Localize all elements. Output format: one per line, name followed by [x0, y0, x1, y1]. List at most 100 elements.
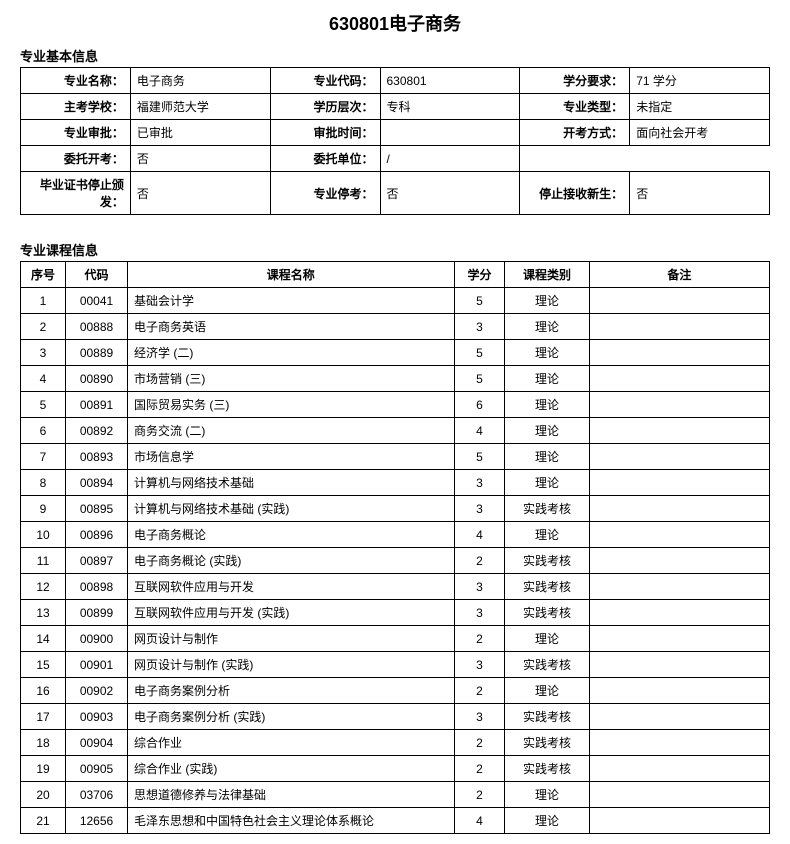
header-remark: 备注 [589, 262, 769, 288]
course-code: 03706 [66, 782, 128, 808]
course-type: 实践考核 [505, 756, 589, 782]
course-remark [589, 392, 769, 418]
info-label: 停止接收新生： [520, 172, 630, 215]
course-code: 00902 [66, 678, 128, 704]
course-info-header: 专业课程信息 [20, 240, 770, 259]
course-type: 理论 [505, 626, 589, 652]
course-credit: 2 [454, 782, 505, 808]
course-row: 1700903电子商务案例分析 (实践)3实践考核 [21, 704, 770, 730]
course-remark [589, 678, 769, 704]
info-value: 未指定 [630, 94, 770, 120]
course-row: 1300899互联网软件应用与开发 (实践)3实践考核 [21, 600, 770, 626]
course-remark [589, 808, 769, 834]
course-remark [589, 496, 769, 522]
info-row: 专业审批： 已审批 审批时间： 开考方式： 面向社会开考 [21, 120, 770, 146]
course-remark [589, 470, 769, 496]
course-credit: 4 [454, 522, 505, 548]
course-row: 900895计算机与网络技术基础 (实践)3实践考核 [21, 496, 770, 522]
info-row: 主考学校： 福建师范大学 学历层次： 专科 专业类型： 未指定 [21, 94, 770, 120]
info-value: 否 [130, 146, 270, 172]
course-remark [589, 366, 769, 392]
course-type: 理论 [505, 782, 589, 808]
info-row: 专业名称： 电子商务 专业代码： 630801 学分要求： 71 学分 [21, 68, 770, 94]
course-remark [589, 548, 769, 574]
course-row: 1500901网页设计与制作 (实践)3实践考核 [21, 652, 770, 678]
info-value: / [380, 146, 520, 172]
course-row: 1100897电子商务概论 (实践)2实践考核 [21, 548, 770, 574]
course-remark [589, 600, 769, 626]
course-credit: 6 [454, 392, 505, 418]
course-seq: 21 [21, 808, 66, 834]
course-code: 00894 [66, 470, 128, 496]
course-seq: 5 [21, 392, 66, 418]
info-label: 主考学校： [21, 94, 131, 120]
course-credit: 4 [454, 418, 505, 444]
course-row: 1200898互联网软件应用与开发3实践考核 [21, 574, 770, 600]
course-remark [589, 756, 769, 782]
course-code: 00901 [66, 652, 128, 678]
course-code: 00904 [66, 730, 128, 756]
course-code: 00891 [66, 392, 128, 418]
course-seq: 19 [21, 756, 66, 782]
course-name: 基础会计学 [127, 288, 454, 314]
info-label: 专业代码： [270, 68, 380, 94]
info-value: 专科 [380, 94, 520, 120]
course-code: 00897 [66, 548, 128, 574]
course-row: 2003706思想道德修养与法律基础2理论 [21, 782, 770, 808]
info-label: 委托单位： [270, 146, 380, 172]
basic-info-header: 专业基本信息 [20, 46, 770, 65]
course-name: 计算机与网络技术基础 (实践) [127, 496, 454, 522]
course-name: 国际贸易实务 (三) [127, 392, 454, 418]
course-row: 500891国际贸易实务 (三)6理论 [21, 392, 770, 418]
course-row: 700893市场信息学5理论 [21, 444, 770, 470]
course-name: 电子商务概论 (实践) [127, 548, 454, 574]
header-credit: 学分 [454, 262, 505, 288]
course-code: 00888 [66, 314, 128, 340]
course-remark [589, 288, 769, 314]
course-code: 00041 [66, 288, 128, 314]
course-credit: 3 [454, 652, 505, 678]
course-code: 00893 [66, 444, 128, 470]
info-value: 否 [380, 172, 520, 215]
info-label: 专业停考： [270, 172, 380, 215]
course-credit: 3 [454, 314, 505, 340]
course-name: 商务交流 (二) [127, 418, 454, 444]
course-name: 经济学 (二) [127, 340, 454, 366]
info-value: 630801 [380, 68, 520, 94]
info-label: 委托开考： [21, 146, 131, 172]
course-seq: 12 [21, 574, 66, 600]
course-code: 00899 [66, 600, 128, 626]
course-code: 00889 [66, 340, 128, 366]
course-row: 200888电子商务英语3理论 [21, 314, 770, 340]
course-credit: 5 [454, 366, 505, 392]
info-value: 面向社会开考 [630, 120, 770, 146]
course-seq: 3 [21, 340, 66, 366]
course-credit: 3 [454, 704, 505, 730]
course-row: 2112656毛泽东思想和中国特色社会主义理论体系概论4理论 [21, 808, 770, 834]
course-code: 00905 [66, 756, 128, 782]
course-type: 理论 [505, 418, 589, 444]
course-credit: 2 [454, 626, 505, 652]
info-value: 否 [630, 172, 770, 215]
course-row: 1000896电子商务概论4理论 [21, 522, 770, 548]
course-name: 网页设计与制作 (实践) [127, 652, 454, 678]
course-credit: 2 [454, 548, 505, 574]
course-name: 电子商务案例分析 [127, 678, 454, 704]
info-value: 否 [130, 172, 270, 215]
course-type: 理论 [505, 340, 589, 366]
course-code: 00895 [66, 496, 128, 522]
info-value: 电子商务 [130, 68, 270, 94]
course-type: 理论 [505, 470, 589, 496]
course-type: 理论 [505, 444, 589, 470]
course-remark [589, 652, 769, 678]
course-credit: 4 [454, 808, 505, 834]
course-code: 00896 [66, 522, 128, 548]
course-remark [589, 522, 769, 548]
basic-info-table: 专业名称： 电子商务 专业代码： 630801 学分要求： 71 学分 主考学校… [20, 67, 770, 215]
info-label [520, 146, 630, 172]
course-row: 1800904综合作业2实践考核 [21, 730, 770, 756]
course-name: 毛泽东思想和中国特色社会主义理论体系概论 [127, 808, 454, 834]
course-seq: 18 [21, 730, 66, 756]
course-row: 100041基础会计学5理论 [21, 288, 770, 314]
info-value: 71 学分 [630, 68, 770, 94]
